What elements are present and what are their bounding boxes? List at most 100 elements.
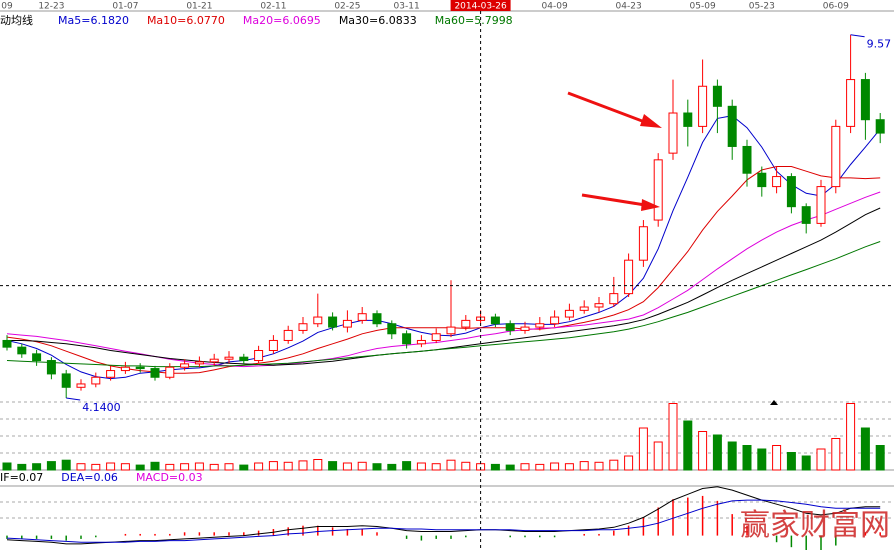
volume-bar (757, 448, 767, 471)
volume-bar (446, 459, 456, 471)
candle-body (638, 226, 648, 261)
candle-body (387, 323, 397, 335)
candle-body (712, 85, 722, 107)
legend-entry: Ma30=6.0833 (339, 14, 417, 27)
x-tick-label: 01-21 (186, 2, 212, 12)
candle-body (831, 125, 841, 188)
volume-bar (2, 462, 12, 471)
legend-entry: Ma20=6.0695 (243, 14, 321, 27)
candle-body (875, 119, 885, 134)
x-tick-label: 05-09 (690, 2, 716, 12)
volume-bar (801, 455, 811, 471)
macd-legend: IF=0.07 (0, 471, 43, 484)
x-tick-label: 02-25 (334, 2, 360, 12)
volume-bar (150, 461, 160, 471)
volume-bar (624, 455, 634, 471)
ma-line (6, 241, 881, 368)
candle-body (653, 159, 663, 221)
volume-bar (91, 463, 101, 471)
volume-bar (712, 434, 722, 471)
dea-line (6, 499, 881, 543)
volume-bar (816, 448, 826, 471)
candle-body (209, 358, 219, 363)
candle-body (402, 333, 412, 345)
arrow-head (640, 114, 662, 128)
volume-bar (61, 459, 71, 471)
volume-bar (505, 464, 515, 471)
candle-body (180, 363, 190, 368)
legend-title: 动均线 (0, 13, 33, 27)
x-tick-label: 01-07 (112, 2, 138, 12)
candle-body (283, 329, 293, 341)
volume-bar (535, 463, 545, 471)
volume-bar (609, 459, 619, 471)
candle-body (91, 376, 101, 385)
candle-body (313, 316, 323, 325)
volume-bar (135, 464, 145, 471)
candle-body (461, 319, 471, 328)
volume-bar (875, 445, 885, 471)
volume-bar (46, 461, 56, 471)
candle-body (165, 366, 175, 378)
candle-body (342, 319, 352, 328)
legend-entry: Ma5=6.1820 (58, 14, 129, 27)
annotation: 9.57 (867, 38, 892, 51)
macd-legend: MACD=0.03 (136, 471, 203, 484)
volume-bar (860, 427, 870, 471)
arrow (581, 193, 646, 207)
legend-entry: Ma60=5.7998 (435, 14, 513, 27)
volume-bar (209, 463, 219, 471)
candle-body (520, 326, 530, 331)
volume-bar (638, 427, 648, 471)
candle-body (268, 339, 278, 351)
volume-bar (298, 460, 308, 471)
x-tick-label: 12-23 (38, 2, 64, 12)
candle-body (816, 186, 826, 224)
candle-body (668, 112, 678, 154)
marker (770, 400, 778, 405)
candle-body (786, 176, 796, 208)
cursor-date-bg (450, 0, 511, 11)
candle-body (328, 316, 338, 328)
volume-bar (461, 461, 471, 471)
candle-body (727, 105, 737, 147)
candle-body (120, 366, 130, 372)
volume-bar (698, 431, 708, 471)
marks: 9.57 4.1400 (0, 11, 894, 550)
x-tick-label: 06-09 (823, 2, 849, 12)
candle-body (846, 79, 856, 127)
x-tick-label: 05-23 (749, 2, 775, 12)
volume-bar (328, 461, 338, 471)
candle-body (194, 361, 204, 365)
candle-body (135, 366, 145, 370)
candle-body (624, 259, 634, 295)
volume-bar (224, 463, 234, 471)
volume-bar (416, 462, 426, 471)
volume-bar (254, 462, 264, 471)
candle-body (446, 326, 456, 335)
arrow-head (641, 199, 660, 211)
candle-body (17, 346, 27, 355)
volume-bar (727, 441, 737, 471)
candle-body (742, 145, 752, 174)
x-tick-label: 2014-03-26 (454, 2, 507, 12)
volume-bar (683, 420, 693, 471)
legend-entry: Ma10=6.0770 (147, 14, 225, 27)
candle-body (239, 356, 249, 362)
volume-bar (165, 463, 175, 471)
candle-body (860, 79, 870, 121)
volume-bar (342, 462, 352, 471)
volume-bar (17, 463, 27, 471)
volume-bar (357, 461, 367, 471)
annotation: 4.1400 (82, 401, 121, 414)
x-tick-label: 02-11 (260, 2, 286, 12)
candle-body (757, 172, 767, 188)
candle-body (609, 293, 619, 305)
volume-bar (313, 459, 323, 471)
candle-body (535, 323, 545, 328)
volume-bar (831, 438, 841, 471)
volume-bar (239, 464, 249, 471)
candle-body (32, 353, 42, 362)
x-tick-label: 04-23 (616, 2, 642, 12)
